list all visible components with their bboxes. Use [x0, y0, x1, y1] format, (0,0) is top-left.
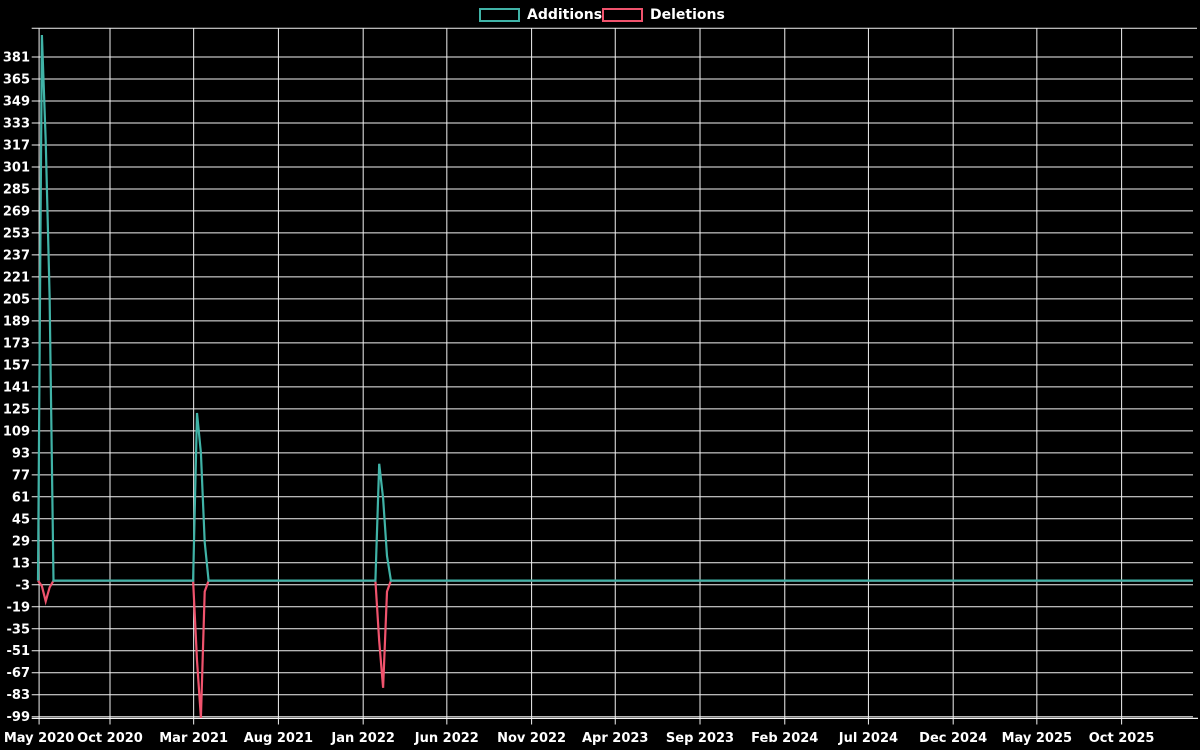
x-tick-label: Mar 2021	[159, 731, 228, 746]
x-tick-label: Sep 2023	[666, 731, 734, 746]
x-tick-label: Nov 2022	[497, 731, 566, 746]
x-tick-label: Apr 2023	[582, 731, 649, 746]
y-tick-label: 45	[12, 512, 30, 527]
y-tick-label: -83	[7, 688, 31, 703]
y-tick-label: 29	[12, 534, 30, 549]
legend-label-deletions: Deletions	[650, 7, 725, 23]
y-tick-label: 253	[3, 226, 30, 241]
y-tick-label: 77	[12, 468, 30, 483]
y-tick-label: -67	[7, 666, 31, 681]
y-tick-label: 301	[3, 160, 30, 175]
y-tick-label: -51	[7, 644, 31, 659]
x-tick-label: Jan 2022	[330, 731, 395, 746]
y-tick-label: 269	[3, 204, 30, 219]
y-tick-label: -35	[7, 622, 31, 637]
y-tick-label: 333	[3, 116, 30, 131]
y-tick-label: 285	[3, 182, 30, 197]
legend-label-additions: Additions	[527, 7, 603, 23]
y-tick-label: 205	[3, 292, 30, 307]
y-tick-label: 365	[3, 72, 30, 87]
additions-line	[36, 34, 1193, 582]
x-tick-label: Jun 2022	[414, 731, 479, 746]
y-tick-label: 141	[3, 380, 30, 395]
x-tick-label: May 2025	[1002, 731, 1073, 746]
y-tick-label: 125	[3, 402, 30, 417]
y-tick-label: 189	[3, 314, 30, 329]
additions-legend-swatch-icon	[479, 8, 520, 22]
y-tick-label: -19	[7, 600, 31, 615]
x-tick-label: Dec 2024	[919, 731, 987, 746]
y-tick-label: 93	[12, 446, 30, 461]
y-tick-label: 317	[3, 138, 30, 153]
x-tick-label: May 2020	[4, 731, 75, 746]
x-tick-label: Aug 2021	[244, 731, 313, 746]
y-tick-label: 13	[12, 556, 30, 571]
deletions-legend-swatch-icon	[602, 8, 643, 22]
legend-item-additions[interactable]: Additions	[479, 7, 602, 23]
x-tick-label: Oct 2020	[77, 731, 143, 746]
y-tick-label: 61	[12, 490, 30, 505]
legend-item-deletions[interactable]: Deletions	[602, 7, 725, 23]
y-tick-label: 349	[3, 94, 30, 109]
x-tick-label: Jul 2024	[838, 731, 898, 746]
y-tick-label: 381	[3, 51, 30, 66]
deletions-line	[37, 579, 1193, 718]
y-tick-label: -99	[7, 710, 31, 725]
y-tick-label: 237	[3, 248, 30, 263]
y-tick-label: 157	[3, 358, 30, 373]
x-tick-label: Feb 2024	[751, 731, 818, 746]
y-tick-label: -3	[16, 578, 30, 593]
x-tick-label: Oct 2025	[1089, 731, 1155, 746]
y-tick-label: 173	[3, 336, 30, 351]
y-tick-label: 221	[3, 270, 30, 285]
y-tick-label: 109	[3, 424, 30, 439]
